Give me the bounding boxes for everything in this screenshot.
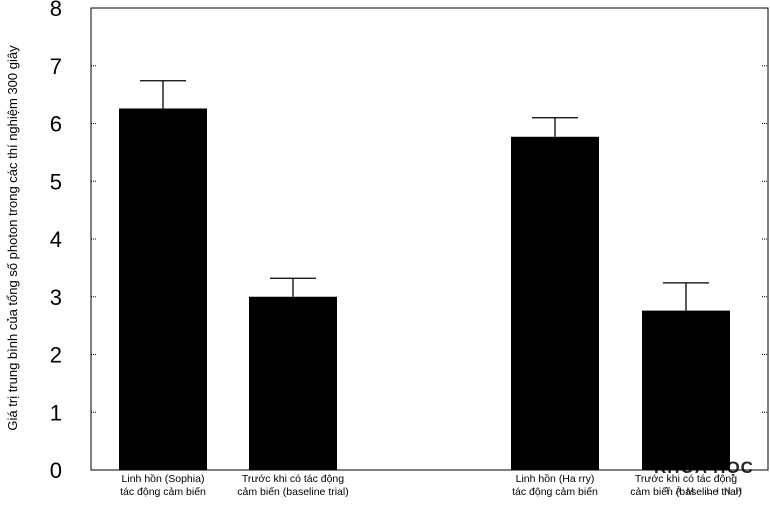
y-tick-label: 3 xyxy=(50,285,62,310)
x-tick-labels: Linh hồn (Sophia)tác động cảm biếnTrước … xyxy=(120,473,742,498)
y-tick-label: 8 xyxy=(50,0,62,21)
bars xyxy=(119,80,730,471)
x-tick-label: tác động cảm biến xyxy=(120,486,206,498)
y-tick-label: 5 xyxy=(50,169,62,194)
x-tick-label: Linh hồn (Sophia) xyxy=(122,473,205,485)
y-tick-label: 7 xyxy=(50,54,62,79)
y-tick-label: 6 xyxy=(50,112,62,137)
bar xyxy=(249,296,337,470)
x-tick-label: tác động cảm biến xyxy=(512,486,598,498)
bar xyxy=(642,310,730,470)
y-tick-label: 4 xyxy=(50,227,62,252)
bar xyxy=(511,136,599,470)
x-tick-label: Trước khi có tác động xyxy=(242,473,344,485)
y-tick-label: 2 xyxy=(50,343,62,368)
bar xyxy=(119,108,207,471)
y-tick-label: 1 xyxy=(50,400,62,425)
y-ticks: 0 1 2 3 4 5 6 7 8 xyxy=(50,0,768,483)
y-axis-label: Giá trị trung bình của tổng số photon tr… xyxy=(5,45,20,431)
x-tick-label: cảm biến (baseline trial) xyxy=(237,486,348,498)
x-tick-label: Trước khi có tác động xyxy=(635,473,737,485)
x-tick-label: Linh hồn (Ha rry) xyxy=(516,473,595,485)
watermark-subtext: TÂM LINH xyxy=(665,486,747,496)
x-tick-label: cảm biến (baseline trial) xyxy=(630,486,741,498)
watermark-text: KHOA HỌC xyxy=(654,458,754,477)
y-tick-label: 0 xyxy=(50,458,62,483)
watermark-logo: KHOA HỌC TÂM LINH xyxy=(654,458,754,496)
